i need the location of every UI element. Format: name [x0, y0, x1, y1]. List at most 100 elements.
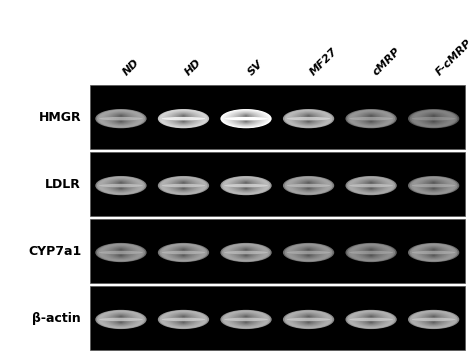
Ellipse shape	[170, 179, 197, 192]
Ellipse shape	[287, 251, 330, 254]
Ellipse shape	[427, 315, 440, 324]
Ellipse shape	[417, 178, 451, 193]
Ellipse shape	[101, 177, 142, 194]
Ellipse shape	[361, 247, 381, 258]
Ellipse shape	[413, 177, 454, 194]
Ellipse shape	[99, 311, 143, 328]
Text: HMGR: HMGR	[39, 111, 81, 124]
Ellipse shape	[95, 176, 147, 195]
Ellipse shape	[354, 245, 388, 260]
Ellipse shape	[429, 114, 439, 123]
Ellipse shape	[237, 314, 254, 325]
Ellipse shape	[287, 244, 331, 261]
Ellipse shape	[237, 180, 254, 191]
Ellipse shape	[168, 246, 199, 260]
Ellipse shape	[408, 243, 459, 262]
Ellipse shape	[305, 249, 312, 256]
Ellipse shape	[114, 181, 128, 190]
Ellipse shape	[220, 243, 272, 262]
Ellipse shape	[429, 181, 439, 190]
Ellipse shape	[366, 114, 376, 123]
Ellipse shape	[370, 115, 373, 122]
Ellipse shape	[229, 178, 263, 193]
Ellipse shape	[415, 178, 453, 193]
Ellipse shape	[352, 111, 390, 126]
Ellipse shape	[234, 180, 258, 192]
Ellipse shape	[412, 177, 456, 194]
Ellipse shape	[418, 246, 449, 260]
Ellipse shape	[421, 313, 446, 326]
Ellipse shape	[427, 114, 440, 123]
Ellipse shape	[368, 316, 374, 323]
Ellipse shape	[241, 181, 251, 190]
Ellipse shape	[241, 315, 251, 324]
Ellipse shape	[234, 246, 258, 258]
Ellipse shape	[429, 315, 439, 324]
Ellipse shape	[220, 109, 272, 128]
Ellipse shape	[287, 110, 331, 127]
Ellipse shape	[423, 247, 444, 258]
Ellipse shape	[99, 110, 143, 127]
Ellipse shape	[364, 248, 378, 257]
Ellipse shape	[173, 113, 194, 124]
Ellipse shape	[229, 111, 263, 126]
Ellipse shape	[423, 314, 444, 325]
Ellipse shape	[307, 115, 310, 122]
Ellipse shape	[104, 312, 138, 327]
Ellipse shape	[347, 243, 395, 262]
Ellipse shape	[356, 246, 387, 260]
Ellipse shape	[368, 115, 374, 122]
Ellipse shape	[295, 112, 322, 125]
Ellipse shape	[111, 314, 131, 325]
Ellipse shape	[236, 113, 256, 124]
Text: CYP7a1: CYP7a1	[28, 245, 81, 258]
Ellipse shape	[107, 313, 135, 326]
Ellipse shape	[432, 316, 435, 323]
Ellipse shape	[425, 314, 442, 325]
Ellipse shape	[114, 315, 128, 324]
Ellipse shape	[118, 182, 124, 189]
Ellipse shape	[349, 184, 393, 187]
Ellipse shape	[99, 117, 143, 120]
Ellipse shape	[160, 176, 207, 195]
Ellipse shape	[104, 178, 138, 193]
Ellipse shape	[370, 316, 373, 323]
Ellipse shape	[119, 316, 123, 323]
Ellipse shape	[417, 312, 451, 327]
Ellipse shape	[171, 180, 195, 192]
Ellipse shape	[285, 310, 332, 329]
Text: cMRP: cMRP	[371, 46, 403, 77]
Ellipse shape	[351, 110, 392, 127]
Ellipse shape	[178, 114, 189, 123]
Ellipse shape	[349, 244, 393, 261]
Ellipse shape	[170, 246, 197, 259]
Ellipse shape	[224, 318, 268, 321]
Ellipse shape	[292, 178, 326, 193]
Bar	[90, 152, 465, 216]
Ellipse shape	[290, 245, 328, 260]
Ellipse shape	[305, 182, 312, 189]
Ellipse shape	[287, 311, 331, 328]
Ellipse shape	[368, 182, 374, 189]
Ellipse shape	[102, 245, 140, 260]
Ellipse shape	[163, 110, 204, 127]
Ellipse shape	[118, 249, 124, 256]
Ellipse shape	[109, 112, 133, 125]
Ellipse shape	[287, 117, 330, 120]
Ellipse shape	[412, 110, 456, 127]
Ellipse shape	[237, 114, 254, 124]
Ellipse shape	[244, 316, 248, 323]
Ellipse shape	[283, 176, 334, 195]
Ellipse shape	[351, 244, 392, 261]
Ellipse shape	[97, 110, 145, 128]
Ellipse shape	[359, 313, 383, 326]
Ellipse shape	[239, 181, 253, 190]
Ellipse shape	[287, 177, 331, 194]
Ellipse shape	[427, 181, 440, 190]
Ellipse shape	[224, 244, 268, 261]
Ellipse shape	[418, 312, 449, 326]
Ellipse shape	[347, 310, 395, 329]
Ellipse shape	[292, 111, 326, 126]
Ellipse shape	[227, 111, 265, 126]
Text: SV: SV	[246, 59, 265, 77]
